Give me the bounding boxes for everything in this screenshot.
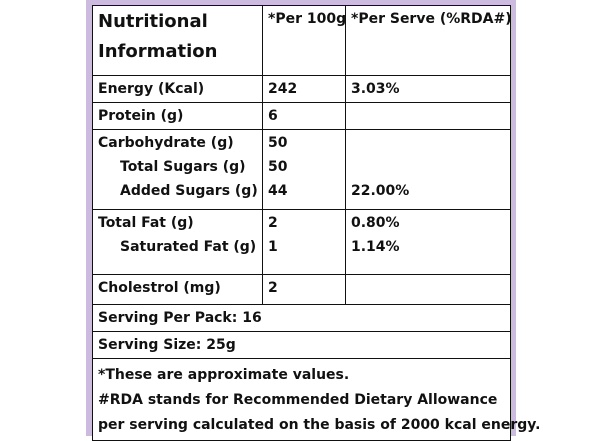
nutrition-table: Nutritional Information *Per 100g *Per Ser… <box>92 5 541 441</box>
footer-cell: Serving Size: 25g <box>92 331 511 359</box>
note-text: #RDA stands for Recommended Dietary Allo… <box>98 392 498 408</box>
nutrient-value: 6 <box>268 108 278 124</box>
cell: Total Fat (g) Saturated Fat (g) <box>92 209 263 275</box>
blank <box>351 104 505 128</box>
nutrient-name: Carbohydrate (g) <box>98 135 234 151</box>
cell: Carbohydrate (g) Total Sugars (g) Added Su… <box>92 129 263 210</box>
nutrient-name: Total Sugars (g) <box>120 159 246 175</box>
nutrient-value: 1.14% <box>351 239 400 255</box>
nutrient-name: Added Sugars (g) <box>120 183 258 199</box>
header-text: Nutritional Information <box>98 11 218 62</box>
cell <box>345 102 511 130</box>
cell: Cholestrol (mg) <box>92 274 263 305</box>
header-text: *Per 100g <box>268 11 347 27</box>
footer-text: Serving Per Pack: 16 <box>98 310 262 326</box>
header-cell: Nutritional Information <box>92 5 263 76</box>
footer-text: Serving Size: 25g <box>98 337 236 353</box>
nutrient-name: Saturated Fat (g) <box>120 239 257 255</box>
nutrient-row: Carbohydrate (g) Total Sugars (g) Added Su… <box>92 129 511 210</box>
nutrient-row: Cholestrol (mg) 2 <box>92 274 511 305</box>
cell: 2 <box>262 274 346 305</box>
nutrient-value: 2 <box>268 215 278 231</box>
nutrient-value: 50 <box>268 135 288 151</box>
cell: 22.00% <box>345 129 511 210</box>
nutrient-value: 3.03% <box>351 81 400 97</box>
cell: 6 <box>262 102 346 130</box>
nutrient-row: Total Fat (g) Saturated Fat (g) 2 1 0.80% 1.1… <box>92 209 511 275</box>
cell <box>345 274 511 305</box>
cell: 242 <box>262 75 346 103</box>
note-text: *These are approximate values. <box>98 367 350 383</box>
header-row: Nutritional Information *Per 100g *Per Ser… <box>92 5 512 76</box>
footer-row: Serving Size: 25g <box>92 331 511 359</box>
cell: 0.80% 1.14% <box>345 209 511 275</box>
cell: Protein (g) <box>92 102 263 130</box>
notes-cell: *These are approximate values. #RDA stand… <box>92 358 541 441</box>
blank <box>351 131 505 155</box>
nutrient-row: Energy (Kcal) 242 3.03% <box>92 75 511 103</box>
nutrient-name: Energy (Kcal) <box>98 81 205 97</box>
cell: 3.03% <box>345 75 511 103</box>
nutrient-name: Cholestrol (mg) <box>98 280 221 296</box>
notes-row: *These are approximate values. #RDA stand… <box>92 358 541 441</box>
blank <box>351 276 505 300</box>
header-cell: *Per 100g <box>262 5 347 76</box>
nutrient-value: 1 <box>268 239 278 255</box>
nutrient-name: Total Fat (g) <box>98 215 194 231</box>
nutrient-name: Protein (g) <box>98 108 184 124</box>
footer-row: Serving Per Pack: 16 <box>92 304 511 332</box>
nutrient-row: Protein (g) 6 <box>92 102 511 130</box>
cell: Energy (Kcal) <box>92 75 263 103</box>
blank <box>351 155 505 179</box>
nutrient-value: 50 <box>268 159 288 175</box>
frame: Nutritional Information *Per 100g *Per Ser… <box>86 0 540 441</box>
header-cell: *Per Serve (%RDA#) <box>345 5 512 76</box>
header-text: *Per Serve (%RDA#) <box>351 11 512 27</box>
nutrient-value: 22.00% <box>351 183 410 199</box>
nutrient-value: 44 <box>268 183 288 199</box>
cell: 50 50 44 <box>262 129 346 210</box>
footer-cell: Serving Per Pack: 16 <box>92 304 511 332</box>
nutrient-value: 2 <box>268 280 278 296</box>
note-text: per serving calculated on the basis of 2… <box>98 417 541 433</box>
nutrient-value: 242 <box>268 81 298 97</box>
nutrient-value: 0.80% <box>351 215 400 231</box>
